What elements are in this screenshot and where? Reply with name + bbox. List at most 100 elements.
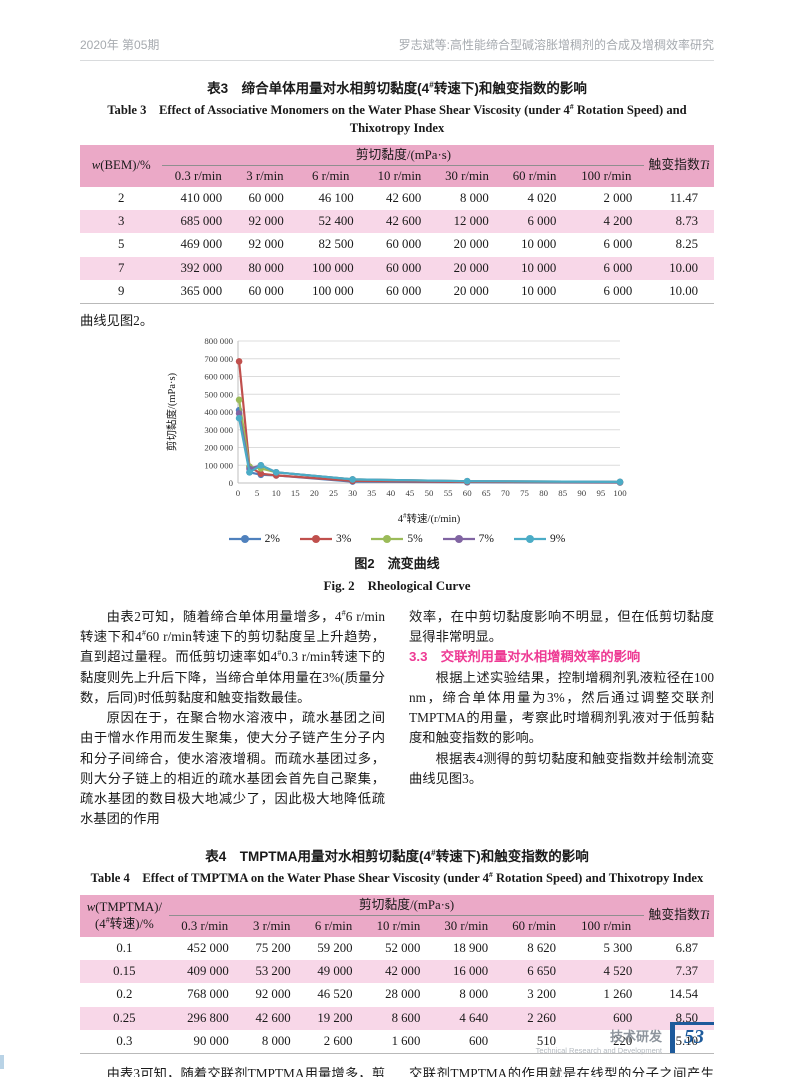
table3-caption-en: Table 3 Effect of Associative Monomers o… (107, 101, 687, 136)
table-cell: 19 200 (317, 1010, 353, 1025)
table-cell: 768 000 (187, 987, 229, 1002)
speed-column-header: 6 r/min (314, 919, 353, 934)
body-columns-bottom: 由表3可知，随着交联剂TMPTMA用量增多，剪切黏度呈下降趋势，而触变指数快速升… (80, 1064, 714, 1077)
paragraph: 由表3可知，随着交联剂TMPTMA用量增多，剪切黏度呈下降趋势，而触变指数快速升… (106, 1066, 385, 1077)
table-cell: 6 000 (603, 283, 633, 298)
legend-label: 7% (478, 533, 495, 546)
table-cell: 8 620 (527, 940, 557, 955)
table-row: 5 469 000 92 000 82 500 60 000 20 000 10 000 6 … (80, 233, 714, 256)
legend-item: 7% (442, 533, 495, 546)
table-cell: 452 000 (187, 940, 229, 955)
table-cell: 3 200 (527, 987, 557, 1002)
svg-text:90: 90 (577, 488, 586, 498)
speed-column-header: 10 r/min (376, 919, 421, 934)
speed-column-header: 0.3 r/min (174, 169, 222, 184)
table-cell: 8 000 (460, 190, 489, 205)
svg-text:400 000: 400 000 (204, 407, 233, 417)
table3-caption-zh: 表3 缔合单体用量对水相剪切黏度(4#转速下)和触变指数的影响 (207, 79, 587, 96)
table-cell: 28 000 (385, 987, 421, 1002)
table-cell: 6 000 (603, 260, 633, 275)
table-cell: 365 000 (180, 283, 223, 298)
legend-marker-icon (299, 535, 332, 544)
legend-label: 2% (264, 533, 280, 546)
table4-caption-en: Table 4 Effect of TMPTMA on the Water Ph… (90, 870, 704, 886)
table4-last-header: 触变指数Ti (648, 908, 710, 923)
table-cell: 0.3 (116, 1033, 133, 1048)
table-cell: 92 000 (248, 237, 284, 252)
paragraph: 原因在于，在聚合物水溶液中，疏水基团之间由于憎水作用而发生聚集，使大分子链产生分… (80, 710, 385, 827)
svg-text:700 000: 700 000 (204, 354, 233, 364)
table-cell: 20 000 (453, 283, 489, 298)
table-cell: 4 020 (527, 190, 557, 205)
header-running-title: 罗志斌等:高性能缔合型碱溶胀增稠剂的合成及增稠效率研究 (398, 38, 714, 52)
right-column: 效率，在中剪切黏度影响不明显，但在低剪切黏度显得非常明显。 3.3 交联剂用量对… (409, 607, 714, 829)
figure2-caption-en: Fig. 2 Rheological Curve (323, 578, 471, 594)
table-cell: 60 000 (386, 283, 422, 298)
table-cell: 8 000 (261, 1033, 291, 1048)
table-cell: 10 000 (521, 260, 557, 275)
table-cell: 5.10 (675, 1033, 698, 1048)
legend-label: 5% (407, 533, 423, 546)
paragraph: 根据表4测得的剪切黏度和触变指数并绘制流变曲线见图3。 (409, 750, 714, 786)
svg-text:200 000: 200 000 (204, 443, 233, 453)
legend-marker-icon (228, 535, 261, 544)
table-cell: 2 (118, 190, 125, 205)
table-cell: 100 000 (312, 283, 354, 298)
speed-column-header: 60 r/min (512, 919, 556, 934)
svg-text:75: 75 (520, 488, 529, 498)
table-cell: 10.00 (669, 260, 698, 275)
svg-text:10: 10 (272, 488, 281, 498)
table-row: 0.15 409 000 53 200 49 000 42 000 16 000 6 650… (80, 960, 714, 984)
table-cell: 53 200 (255, 964, 291, 979)
svg-text:20: 20 (310, 488, 319, 498)
svg-text:35: 35 (367, 488, 376, 498)
table-cell: 42 600 (386, 190, 422, 205)
table-cell: 409 000 (187, 964, 229, 979)
speed-column-header: 60 r/min (512, 169, 557, 184)
page-edge-mark (0, 1055, 4, 1069)
table-cell: 20 000 (453, 237, 489, 252)
table-cell: 5 300 (603, 940, 633, 955)
paragraph: 由表2可知，随着缔合单体用量增多，4#6 r/min转速下和4#60 r/min… (80, 608, 386, 705)
page-number-badge: 53 (670, 1022, 714, 1053)
table-cell: 6 650 (527, 964, 557, 979)
table-cell: 3 (118, 214, 125, 229)
table-cell: 600 (468, 1033, 489, 1048)
footer-section-zh: 技术研发 (609, 1029, 662, 1044)
page-number: 53 (684, 1026, 704, 1048)
svg-text:40: 40 (386, 488, 395, 498)
footer-section-en: Technical Research and Development (535, 1046, 662, 1055)
speed-column-header: 3 r/min (246, 169, 284, 184)
svg-text:4#转速/(r/min): 4#转速/(r/min) (398, 512, 461, 525)
speed-column-header: 30 r/min (444, 919, 489, 934)
chart-legend: 2% 3% 5% 7% 9% (80, 533, 714, 545)
table-cell: 82 500 (318, 237, 354, 252)
table-cell: 8 600 (391, 1010, 421, 1025)
table-cell: 5 (118, 237, 125, 252)
table-cell: 59 200 (317, 940, 353, 955)
svg-text:60: 60 (463, 488, 472, 498)
table-cell: 92 000 (248, 214, 284, 229)
table-cell: 60 000 (248, 190, 284, 205)
table4-col1-header: w(TMPTMA)/ (4#转速)/% (86, 900, 163, 931)
table-row: 3 685 000 92 000 52 400 42 600 12 000 6 000 4 2… (80, 210, 714, 234)
table-cell: 60 000 (248, 283, 284, 298)
table-cell: 2 000 (603, 190, 633, 205)
table-cell: 510 (536, 1033, 557, 1048)
table-cell: 0.2 (116, 987, 133, 1002)
speed-column-header: 6 r/min (312, 169, 350, 184)
speed-column-header: 0.3 r/min (181, 919, 229, 934)
legend-item: 5% (371, 533, 423, 546)
table-cell: 49 000 (317, 964, 353, 979)
svg-text:5: 5 (255, 488, 260, 498)
rheology-line-chart: 0 100 000 200 000 300 000 400 000 500 000 600 … (165, 336, 627, 525)
table-cell: 46 100 (318, 190, 354, 205)
speed-column-header: 3 r/min (253, 919, 291, 934)
table-cell: 8.73 (675, 214, 698, 229)
table3-header-row2: 0.3 r/min 3 r/min 6 r/min 10 r/min 30 r/min 6… (80, 165, 714, 187)
table-cell: 7 (118, 260, 125, 275)
table-cell: 46 520 (317, 987, 353, 1002)
table-cell: 12 000 (453, 214, 489, 229)
table3-last-header: 触变指数Ti (648, 158, 710, 173)
table-cell: 0.25 (113, 1010, 136, 1025)
